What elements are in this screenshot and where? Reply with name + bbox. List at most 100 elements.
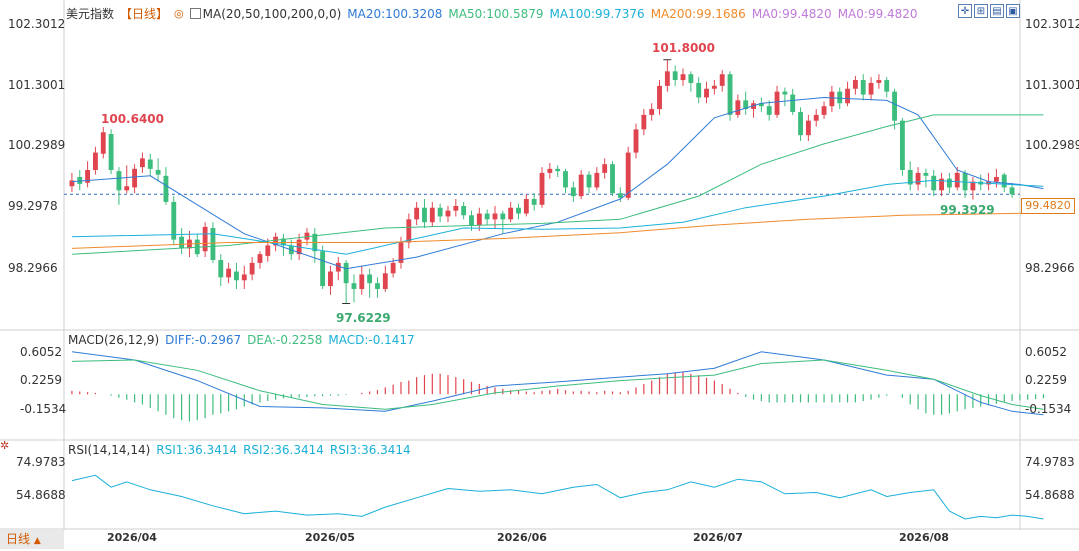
candle: [539, 167, 545, 208]
macd-diff-value: DIFF:-0.2967: [165, 333, 242, 347]
candle-body: [320, 251, 326, 287]
macd-title: MACD(26,12,9): [68, 333, 160, 347]
macd-tick-left-2: 0.2259: [20, 373, 62, 387]
candle-body: [304, 232, 310, 240]
candle: [343, 259, 349, 304]
candle-body: [367, 274, 373, 284]
candle-body: [516, 207, 521, 214]
chart-header: 美元指数 【日线】 ◎ MA(20,50,100,200,0,0) MA20:1…: [66, 5, 918, 22]
candle: [147, 153, 153, 176]
crosshair-icon[interactable]: ✛: [958, 4, 972, 18]
candle: [328, 265, 333, 295]
candle: [445, 205, 451, 223]
macd-dea-line: [71, 359, 1044, 410]
candle: [92, 146, 98, 175]
zoom-icon[interactable]: ⊞: [974, 4, 988, 18]
candle: [116, 167, 122, 205]
candle-body: [469, 215, 474, 226]
candle: [829, 85, 835, 112]
rsi-tick-left-1: 74.9783: [16, 455, 66, 469]
candle-body: [555, 168, 561, 172]
candle: [523, 194, 529, 217]
candle: [132, 164, 138, 194]
candle: [320, 245, 326, 289]
candle-body: [92, 152, 98, 170]
candle: [1009, 182, 1015, 198]
candle-body: [821, 106, 827, 115]
candle-body: [774, 91, 780, 115]
candle: [249, 257, 255, 281]
ma-config-label: MA(20,50,100,200,0,0): [202, 6, 342, 21]
candle-body: [884, 80, 890, 92]
candle-body: [625, 152, 631, 198]
candle-body: [837, 91, 843, 104]
candle: [845, 81, 850, 107]
candle: [375, 277, 380, 298]
candle: [85, 161, 91, 188]
refresh-icon[interactable]: ◎: [174, 7, 184, 20]
candle-body: [946, 178, 952, 188]
candle-body: [163, 175, 169, 202]
ma50-value: MA50:100.5879: [448, 6, 544, 21]
candle-body: [461, 205, 467, 216]
candle: [860, 74, 866, 101]
ma0-value-1: MA0:99.4820: [751, 6, 832, 21]
candle-body: [758, 103, 764, 107]
candle: [680, 68, 686, 86]
macd-tick-right-2: 0.2259: [1025, 373, 1067, 387]
candle-body: [492, 213, 498, 220]
rsi3-value: RSI3:36.3414: [329, 443, 411, 457]
chevron-down-icon: ▲: [33, 536, 41, 546]
candle-body: [547, 168, 553, 173]
candle-body: [77, 176, 83, 184]
candle-body: [923, 172, 929, 176]
candle-body: [711, 85, 717, 89]
candle-body: [375, 283, 380, 289]
candle: [735, 94, 741, 118]
candle: [758, 97, 764, 112]
candle-body: [743, 100, 749, 110]
candle-body: [594, 172, 600, 188]
candle: [69, 172, 75, 193]
chart-settings-icon[interactable]: ▤: [990, 4, 1004, 18]
fullscreen-icon[interactable]: ▣: [1006, 4, 1020, 18]
candle: [931, 170, 937, 197]
candle-body: [672, 71, 678, 81]
candle-body: [476, 213, 482, 226]
candle: [414, 201, 420, 226]
candle-body: [273, 236, 279, 246]
checkbox-icon[interactable]: [189, 7, 201, 19]
candle-body: [281, 238, 286, 246]
candle: [382, 265, 388, 292]
annotation-high-1: 100.6400: [101, 112, 165, 126]
period-tag[interactable]: 【日线】: [120, 7, 169, 21]
candle: [1001, 172, 1007, 193]
rsi-header: RSI(14,14,14) RSI1:36.3414 RSI2:36.3414 …: [68, 443, 411, 457]
candle: [179, 228, 185, 255]
candle: [970, 176, 976, 200]
candle: [672, 65, 678, 86]
candle-body: [116, 171, 122, 191]
rsi-settings-icon[interactable]: ✲: [0, 439, 10, 452]
candle: [727, 71, 733, 121]
ma0-value-2: MA0:99.4820: [837, 6, 918, 21]
candle: [711, 80, 717, 95]
candle: [226, 262, 232, 284]
instrument-title: 美元指数: [66, 7, 115, 21]
rsi1-value: RSI1:36.3414: [156, 443, 238, 457]
candle: [688, 71, 694, 92]
candle: [210, 222, 216, 263]
candle: [461, 201, 467, 220]
macd-dea-value: DEA:-0.2258: [247, 333, 323, 347]
candle: [923, 168, 929, 188]
candle-body: [226, 268, 232, 278]
candle: [437, 203, 443, 223]
current-price-label: 99.4820: [1021, 198, 1075, 214]
price-tick-right-2: 101.3001: [1025, 78, 1079, 92]
ma-config[interactable]: MA(20,50,100,200,0,0): [189, 6, 342, 21]
period-button[interactable]: 日线 ▲: [0, 530, 64, 549]
candle-body: [124, 186, 130, 191]
candle-body: [993, 176, 999, 182]
candle: [602, 158, 608, 179]
candle-body: [563, 171, 568, 188]
